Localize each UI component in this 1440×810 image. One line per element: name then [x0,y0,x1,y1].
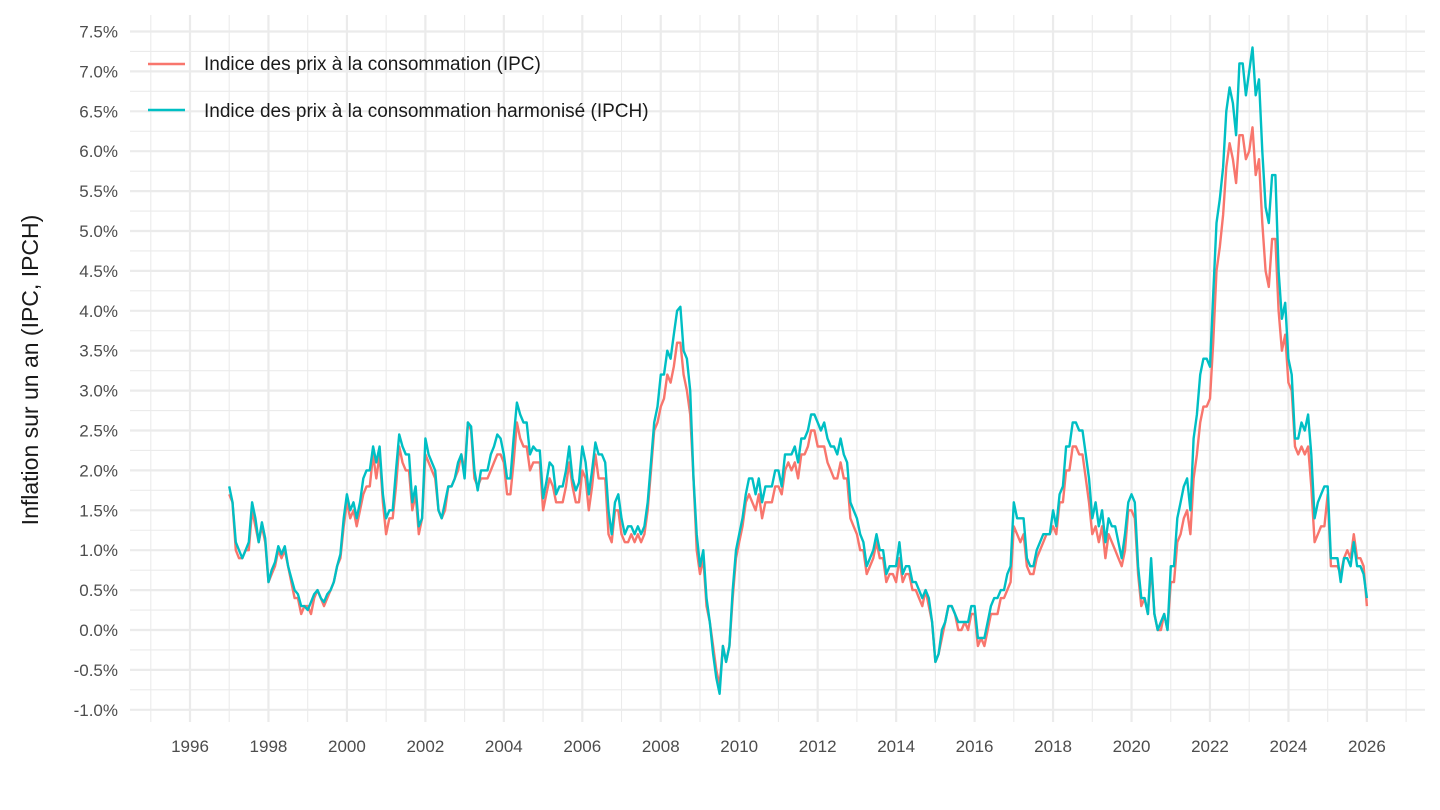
y-tick-label: 6.5% [79,102,118,121]
x-tick-label: 2020 [1113,737,1151,756]
series-line-ipc [228,126,1369,688]
y-axis-ticks: -1.0% -0.5% 0.0% 0.5% 1.0% 1.5% 2.0% 2.5% 3.0% 3.… [74,23,118,720]
y-axis-label: Inflation sur un an (IPC, IPCH) [17,215,43,526]
y-tick-label: 5.5% [79,182,118,201]
x-tick-label: 2010 [720,737,758,756]
y-tick-label: 2.0% [79,461,118,480]
y-tick-label: 0.0% [79,621,118,640]
y-tick-label: 6.0% [79,142,118,161]
legend-label-ipc: Indice des prix à la consommation (IPC) [204,54,541,75]
y-tick-label: 7.0% [79,62,118,81]
x-tick-label: 2008 [642,737,680,756]
y-tick-label: -1.0% [74,701,118,720]
x-tick-label: 2026 [1348,737,1386,756]
x-tick-label: 2006 [563,737,601,756]
y-tick-label: 1.0% [79,541,118,560]
x-tick-label: 2022 [1191,737,1229,756]
x-axis-ticks: 1996 1998 2000 2002 2004 2006 2008 2010 2012 2014… [171,737,1386,756]
x-tick-label: 2024 [1270,737,1308,756]
legend-label-ipch: Indice des prix à la consommation harmon… [204,101,649,122]
x-tick-label: 2004 [485,737,523,756]
y-tick-label: -0.5% [74,661,118,680]
x-tick-label: 1996 [171,737,209,756]
x-tick-label: 2016 [956,737,994,756]
x-tick-label: 2012 [799,737,837,756]
x-tick-label: 2002 [406,737,444,756]
legend: Indice des prix à la consommation (IPC) … [148,54,649,122]
x-tick-label: 2000 [328,737,366,756]
y-tick-label: 4.0% [79,302,118,321]
x-tick-label: 2018 [1034,737,1072,756]
y-tick-label: 2.5% [79,422,118,441]
series-lines [228,46,1369,695]
x-tick-label: 1998 [250,737,288,756]
y-tick-label: 3.0% [79,382,118,401]
y-tick-label: 5.0% [79,222,118,241]
y-tick-label: 0.5% [79,581,118,600]
y-tick-label: 7.5% [79,23,118,42]
y-tick-label: 3.5% [79,342,118,361]
y-tick-label: 4.5% [79,262,118,281]
x-tick-label: 2014 [877,737,915,756]
y-tick-label: 1.5% [79,501,118,520]
series-line-ipch [228,46,1369,695]
